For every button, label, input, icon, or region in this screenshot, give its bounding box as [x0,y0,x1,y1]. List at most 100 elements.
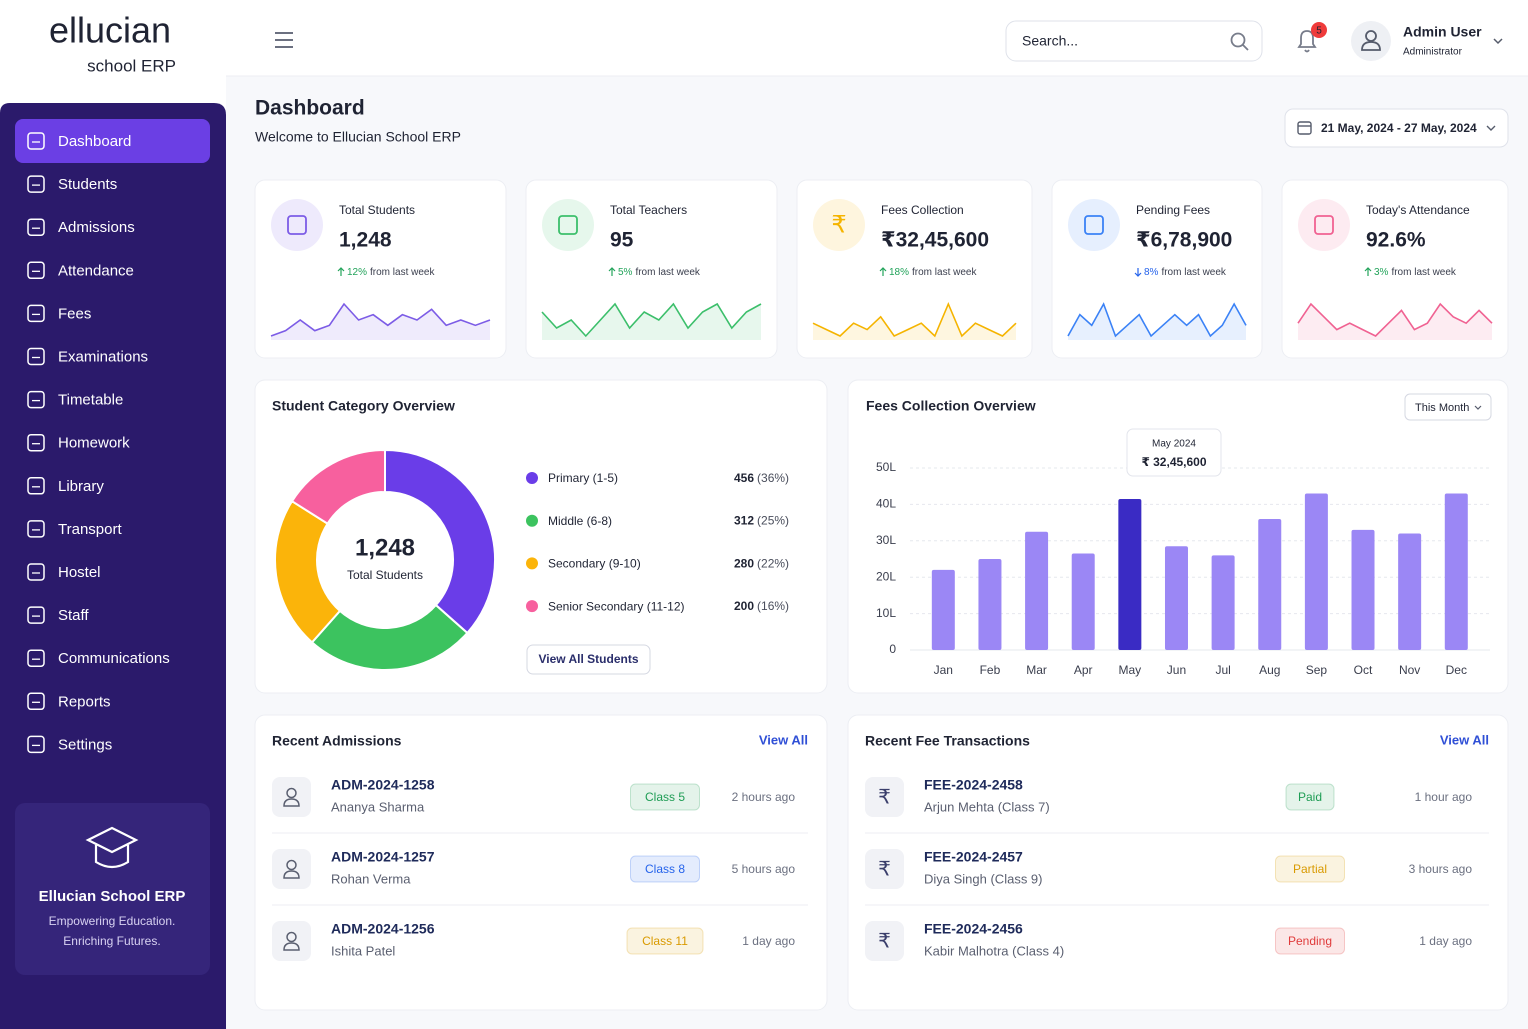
x-tick-label: Nov [1399,663,1420,677]
stat-icon [1314,215,1334,235]
sparkline [812,301,1017,338]
nav-icon [27,735,45,754]
row-icon [286,859,297,871]
nav-item[interactable]: Examinations [27,347,148,366]
nav-label: Fees [58,305,91,322]
nav-item[interactable]: Students [27,175,117,193]
legend-percent: (22%) [757,557,789,571]
user-chevron[interactable] [1493,38,1503,45]
spark-area [542,304,761,340]
menu-button[interactable] [275,32,293,48]
nav-item[interactable]: Homework [27,433,130,452]
stat-change: 8% from last week [1144,267,1227,278]
nav-item[interactable]: Settings [27,735,112,754]
status-label: Class 11 [642,934,688,948]
legend-value: 200 (16%) [734,599,789,613]
bar [1164,546,1188,650]
nav-item[interactable]: Admissions [27,218,135,236]
change-value: 3% [1374,267,1389,278]
legend-percent: (16%) [757,599,789,613]
change-value: 18% [889,267,909,278]
search-box[interactable] [1005,20,1263,62]
change-note: from last week [1391,267,1456,278]
row-time: 3 hours ago [1409,862,1473,876]
nav-label: Examinations [58,348,148,365]
card [254,179,507,359]
row-icon-bg [865,777,904,817]
nav-label: Communications [58,650,170,667]
change-arrow [1134,268,1142,277]
legend-dot [526,514,538,527]
stat-label: Today's Attendance [1366,203,1470,217]
stat-icon-bg [813,199,865,251]
date-range: 21 May, 2024 - 27 May, 2024 [1321,121,1477,135]
nav-item[interactable]: Communications [27,649,170,667]
card-title: Recent Admissions [272,733,402,749]
row-id: ADM-2024-1257 [331,849,435,865]
legend-label: Middle (6-8) [548,514,612,528]
nav-label: Reports [58,693,111,710]
row-icon: ₹ [878,786,891,808]
search-icon [1230,32,1249,51]
nav-item[interactable]: Fees [27,304,91,322]
x-tick-label: Aug [1259,663,1280,677]
row-name: Ananya Sharma [331,799,425,814]
bell-icon[interactable] [1297,30,1317,53]
view-all-link[interactable]: View All [1440,732,1489,747]
change-note: from last week [912,267,977,278]
x-tick-label: Jun [1167,663,1186,677]
stat-value: ₹32,45,600 [881,229,989,252]
sidebar-card-title: Ellucian School ERP [39,888,186,905]
notification-count: 5 [1316,26,1322,37]
period-select[interactable] [1404,393,1492,421]
sparkline [270,302,491,337]
nav-item[interactable]: Transport [27,520,122,538]
button[interactable] [526,644,651,675]
x-tick-label: Feb [980,663,1001,677]
row-icon-bg [865,849,904,889]
tooltip [1126,428,1222,477]
period-chevron [1474,405,1482,410]
view-all-link[interactable]: View All [759,732,808,747]
sparkline [541,302,762,338]
nav-item[interactable]: Dashboard [27,132,131,150]
donut-segment [290,448,386,526]
status-tag [630,783,700,811]
bar [1258,518,1282,650]
change-arrow [608,267,616,276]
stat-value: 95 [610,229,634,252]
nav-item[interactable]: Attendance [27,261,134,279]
card-title: Student Category Overview [272,398,455,414]
spark-area [1068,304,1246,340]
nav-label: Timetable [58,392,123,409]
nav-item[interactable]: Timetable [27,390,123,409]
legend-dot [526,600,538,613]
nav-item[interactable]: Hostel [27,563,101,581]
status-tag [630,855,700,883]
bar [1211,555,1235,650]
y-tick-label: 20L [876,569,896,583]
row-icon [286,931,297,943]
donut-center-label: Total Students [347,568,423,582]
card [1281,179,1509,359]
nav-item[interactable]: Staff [27,606,89,624]
change-value: 8% [1144,267,1159,278]
donut-segment [384,448,496,635]
stat-icon: ₹ [831,211,846,238]
nav-icon [27,347,45,366]
stat-icon [558,215,578,235]
nav-icon [27,175,45,193]
tooltip-title: May 2024 [1152,439,1196,450]
row-time: 1 day ago [742,934,795,948]
legend-value: 456 (36%) [734,471,789,485]
stat-change: 3% from last week [1374,267,1457,278]
nav-item[interactable]: Reports [27,692,111,710]
x-tick-label: Dec [1446,663,1467,677]
legend-dot [526,557,538,570]
date-picker[interactable] [1284,108,1509,148]
row-name: Ishita Patel [331,943,395,958]
nav-item[interactable]: Library [27,477,104,495]
row-id: ADM-2024-1258 [331,777,435,793]
card [796,179,1033,359]
